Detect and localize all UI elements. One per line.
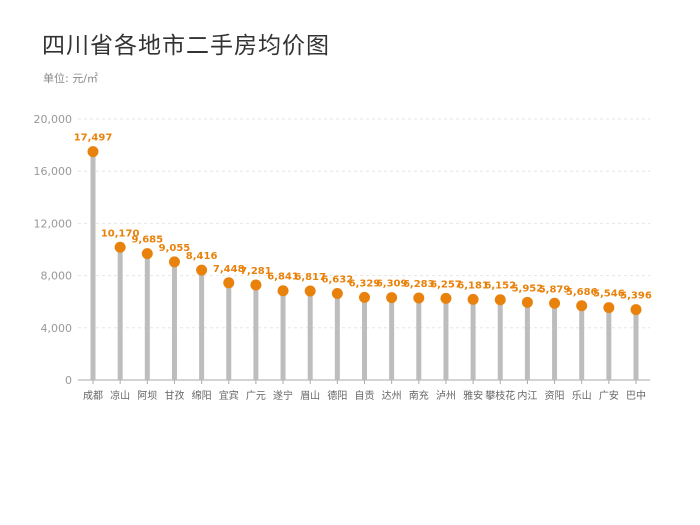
lollipop-marker (168, 256, 180, 268)
data-label: 6,329 (349, 278, 381, 289)
x-tick-label: 自贡 (355, 389, 375, 402)
data-label: 6,632 (322, 274, 354, 285)
lollipop-marker (630, 304, 642, 316)
data-label: 5,546 (593, 289, 625, 300)
data-label: 6,257 (430, 279, 462, 290)
lollipop-marker (223, 277, 235, 289)
x-tick-label: 阿坝 (137, 390, 157, 402)
y-tick-label: 16,000 (34, 165, 73, 178)
lollipop-marker (386, 292, 398, 304)
lollipop-marker (576, 300, 588, 312)
data-label: 6,841 (267, 272, 299, 283)
x-tick-label: 巴中 (626, 389, 646, 402)
x-tick-label: 广安 (599, 389, 619, 402)
x-tick-label: 泸州 (436, 390, 456, 402)
x-tick-label: 攀枝花 (485, 389, 515, 402)
data-label: 5,396 (620, 291, 652, 302)
x-tick-label: 雅安 (463, 389, 483, 402)
lollipop-marker (277, 285, 289, 297)
lollipop-marker (331, 287, 343, 299)
lollipop-marker (440, 292, 452, 304)
x-tick-label: 眉山 (300, 390, 320, 402)
y-tick-label: 8,000 (41, 270, 73, 283)
x-tick-label: 甘孜 (164, 389, 184, 402)
x-tick-label: 绵阳 (192, 389, 212, 402)
data-label: 6,309 (376, 279, 408, 290)
y-tick-label: 20,000 (34, 113, 73, 126)
y-tick-label: 0 (65, 374, 72, 387)
x-tick-label: 凉山 (110, 389, 130, 402)
data-label: 6,283 (403, 279, 435, 290)
lollipop-marker (196, 264, 208, 276)
data-label: 5,879 (539, 284, 571, 295)
data-label: 6,152 (484, 281, 516, 292)
data-label: 10,170 (101, 228, 140, 239)
y-tick-label: 12,000 (34, 217, 73, 230)
x-tick-label: 南充 (409, 389, 429, 402)
x-tick-label: 资阳 (545, 390, 565, 402)
lollipop-marker (413, 292, 425, 304)
lollipop-marker (603, 302, 615, 314)
data-label: 9,685 (131, 235, 163, 246)
x-tick-label: 广元 (246, 390, 266, 402)
x-tick-label: 成都 (83, 390, 103, 402)
data-label: 5,952 (512, 283, 544, 294)
lollipop-marker (87, 146, 99, 158)
lollipop-marker (494, 294, 506, 306)
lollipop-marker (521, 296, 533, 308)
lollipop-marker (141, 248, 153, 260)
data-label: 8,416 (186, 251, 218, 262)
lollipop-marker (114, 241, 126, 253)
data-label: 17,497 (74, 133, 113, 144)
y-tick-label: 4,000 (41, 322, 73, 335)
data-label: 9,055 (159, 243, 191, 254)
chart-title: 四川省各地市二手房均价图 (42, 33, 330, 59)
lollipop-marker (549, 297, 561, 309)
data-label: 7,448 (213, 264, 245, 275)
data-label: 5,686 (566, 287, 598, 298)
x-tick-label: 内江 (517, 389, 537, 402)
lollipop-marker (467, 293, 479, 305)
lollipop-marker (304, 285, 316, 297)
x-tick-label: 遂宁 (273, 389, 293, 402)
x-tick-label: 德阳 (327, 389, 347, 402)
x-tick-label: 宜宾 (219, 389, 239, 402)
unit-label: 单位: 元/㎡ (43, 72, 98, 85)
data-label: 6,181 (457, 280, 489, 291)
data-label: 7,281 (240, 266, 272, 277)
x-tick-label: 达州 (382, 390, 402, 402)
x-tick-label: 乐山 (572, 390, 592, 402)
lollipop-marker (359, 291, 370, 303)
data-label: 6,817 (294, 272, 326, 283)
lollipop-marker (250, 279, 262, 291)
